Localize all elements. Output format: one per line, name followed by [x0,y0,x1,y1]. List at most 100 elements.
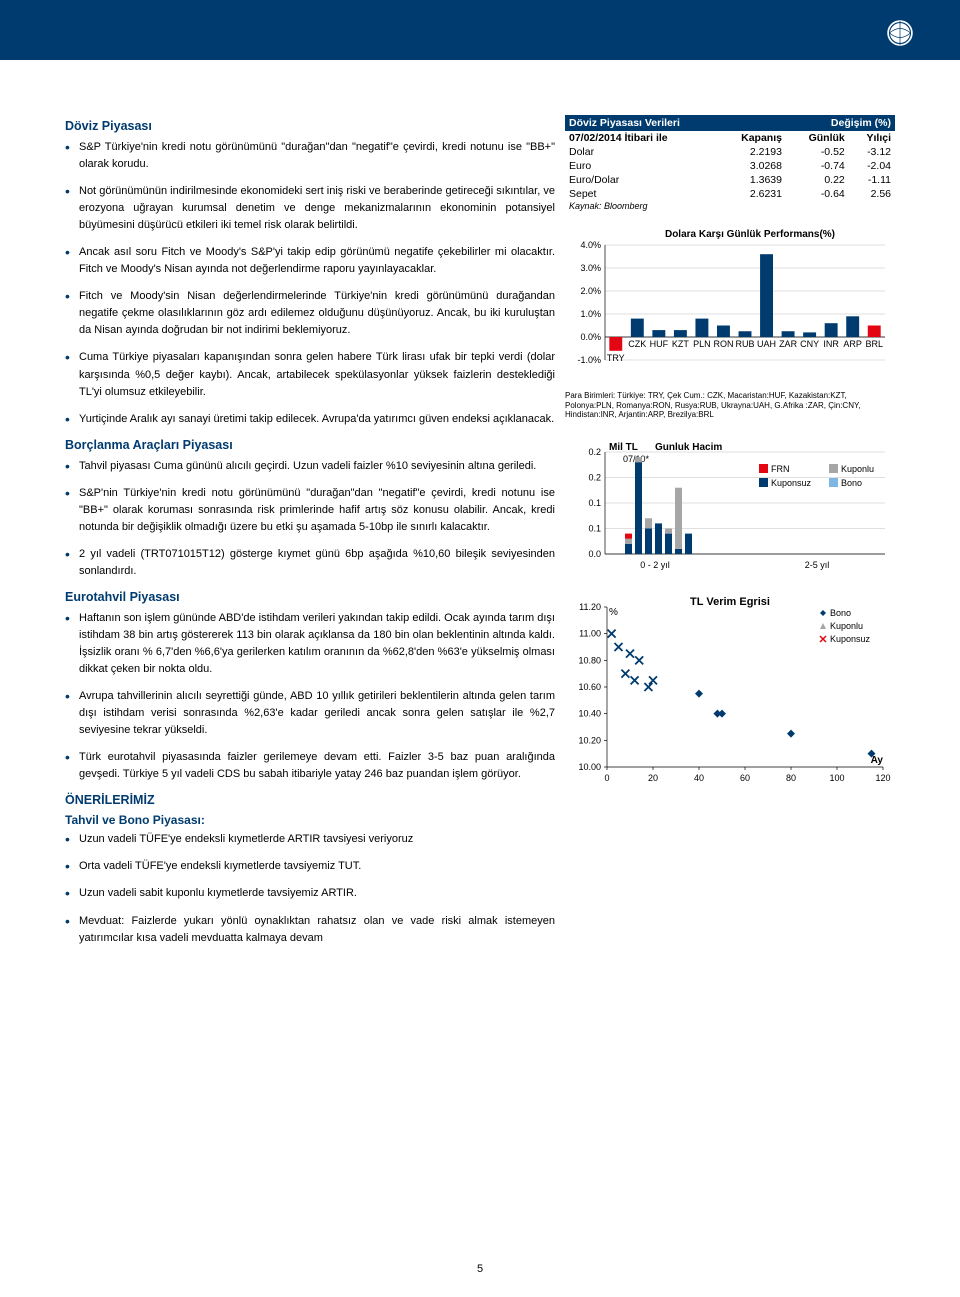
svg-text:100: 100 [829,773,844,783]
cell: 2.2193 [717,145,786,159]
svg-text:ARP: ARP [843,339,862,349]
svg-text:0.2: 0.2 [588,472,601,482]
bullet: Tahvil piyasası Cuma gününü alıcılı geçi… [79,458,555,475]
cell: 0.22 [786,173,849,187]
left-column: Döviz Piyasası S&P Türkiye'nin kredi not… [65,115,555,957]
svg-text:Kuponsuz: Kuponsuz [830,634,871,644]
svg-text:BRL: BRL [865,339,883,349]
bullet: Not görünümünün indirilmesinde ekonomide… [79,183,555,234]
svg-text:%: % [609,607,618,618]
svg-text:10.20: 10.20 [578,735,601,745]
svg-text:4.0%: 4.0% [580,240,601,250]
bullet: 2 yıl vadeli (TRT071015T12) gösterge kıy… [79,546,555,580]
bullet: Haftanın son işlem gününde ABD'de istihd… [79,610,555,678]
cell: -0.52 [786,145,849,159]
recommendations-title: ÖNERİLERİMİZ [65,793,555,807]
svg-text:KZT: KZT [672,339,690,349]
svg-text:Bono: Bono [830,608,851,618]
svg-text:20: 20 [648,773,658,783]
right-column: Döviz Piyasası Verileri Değişim (%) 07/0… [565,115,895,957]
chart2-svg: Mil TLGunluk Hacim07/10*0.00.10.10.20.20… [565,434,895,574]
svg-text:Gunluk Hacim: Gunluk Hacim [655,442,722,453]
bullet: Avrupa tahvillerinin alıcılı seyrettiği … [79,688,555,739]
recommendations-list: Uzun vadeli TÜFE'ye endeksli kıymetlerde… [65,831,555,946]
svg-text:80: 80 [786,773,796,783]
svg-text:RON: RON [713,339,733,349]
bullet: Türk eurotahvil piyasasında faizler geri… [79,749,555,783]
cell: Euro [565,159,717,173]
fx-market-list: S&P Türkiye'nin kredi notu görünümünü "d… [65,139,555,428]
col: 07/02/2014 İtibari ile [565,131,717,145]
bullet: Mevduat: Faizlerde yukarı yönlü oynaklık… [79,913,555,947]
chart-fx-performance: Dolara Karşı Günlük Performans(%)-1.0%0.… [565,225,895,420]
svg-text:ZAR: ZAR [779,339,798,349]
recommendations-sub: Tahvil ve Bono Piyasası: [65,813,555,827]
bond-market-title: Borçlanma Araçları Piyasası [65,438,555,452]
svg-text:3.0%: 3.0% [580,263,601,273]
eurobond-title: Eurotahvil Piyasası [65,590,555,604]
bullet: Uzun vadeli sabit kuponlu kıymetlerde ta… [79,885,555,902]
col: Günlük [786,131,849,145]
svg-text:120: 120 [875,773,890,783]
svg-text:CNY: CNY [800,339,819,349]
col: Kapanış [717,131,786,145]
svg-text:40: 40 [694,773,704,783]
bullet: Uzun vadeli TÜFE'ye endeksli kıymetlerde… [79,831,555,848]
svg-text:10.00: 10.00 [578,762,601,772]
svg-text:11.00: 11.00 [579,628,601,638]
cell: Dolar [565,145,717,159]
cell: -0.74 [786,159,849,173]
svg-text:HUF: HUF [650,339,669,349]
brand-text: İŞ YATIRIM [776,23,879,44]
fx-market-title: Döviz Piyasası [65,119,555,133]
svg-text:RUB: RUB [735,339,754,349]
col: Yılıçi [849,131,895,145]
chart1-footnote: Para Birimleri: Türkiye: TRY, Çek Cum.: … [565,391,895,420]
cell: 2.56 [849,187,895,201]
svg-text:11.20: 11.20 [579,602,601,612]
cell: -2.04 [849,159,895,173]
bullet: Fitch ve Moody'sin Nisan değerlendirmele… [79,288,555,339]
svg-text:1.0%: 1.0% [580,309,601,319]
chart-yield-curve: TL Verim Egrisi%Ay10.0010.2010.4010.6010… [565,591,895,794]
svg-text:60: 60 [740,773,750,783]
svg-text:0 - 2 yıl: 0 - 2 yıl [640,560,670,570]
bullet: Orta vadeli TÜFE'ye endeksli kıymetlerde… [79,858,555,875]
fx-table-header-left: Döviz Piyasası Verileri [565,115,786,131]
cell: -1.11 [849,173,895,187]
brand-globe-icon [885,18,915,48]
svg-text:Kuponlu: Kuponlu [830,621,863,631]
svg-text:CZK: CZK [628,339,646,349]
eurobond-list: Haftanın son işlem gününde ABD'de istihd… [65,610,555,783]
fx-table-header-right: Değişim (%) [786,115,895,131]
svg-text:PLN: PLN [693,339,711,349]
svg-text:FRN: FRN [771,464,790,474]
svg-text:Kuponlu: Kuponlu [841,464,874,474]
svg-text:0: 0 [604,773,609,783]
svg-text:10.40: 10.40 [578,708,601,718]
svg-text:Dolara Karşı Günlük Performans: Dolara Karşı Günlük Performans(%) [665,229,835,240]
cell: Sepet [565,187,717,201]
chart3-svg: TL Verim Egrisi%Ay10.0010.2010.4010.6010… [565,591,895,791]
cell: -0.64 [786,187,849,201]
bullet: Yurtiçinde Aralık ayı sanayi üretimi tak… [79,411,555,428]
cell: 1.3639 [717,173,786,187]
page-number: 5 [0,1263,960,1275]
svg-text:TRY: TRY [607,353,625,363]
fx-table-source: Kaynak: Bloomberg [565,201,895,211]
bullet: S&P Türkiye'nin kredi notu görünümünü "d… [79,139,555,173]
cell: 3.0268 [717,159,786,173]
svg-text:0.2: 0.2 [588,447,601,457]
cell: 2.6231 [717,187,786,201]
svg-text:0.1: 0.1 [588,498,601,508]
svg-text:Kuponsuz: Kuponsuz [771,478,812,488]
svg-text:-1.0%: -1.0% [577,355,601,365]
bond-market-list: Tahvil piyasası Cuma gününü alıcılı geçi… [65,458,555,580]
brand-logo: İŞ YATIRIM [776,18,915,48]
chart-daily-volume: Mil TLGunluk Hacim07/10*0.00.10.10.20.20… [565,434,895,577]
bullet: S&P'nin Türkiye'nin kredi notu görünümün… [79,485,555,536]
svg-text:2-5 yıl: 2-5 yıl [805,560,830,570]
svg-text:10.80: 10.80 [578,655,601,665]
svg-text:0.1: 0.1 [588,523,601,533]
svg-text:TL Verim Egrisi: TL Verim Egrisi [690,596,770,608]
